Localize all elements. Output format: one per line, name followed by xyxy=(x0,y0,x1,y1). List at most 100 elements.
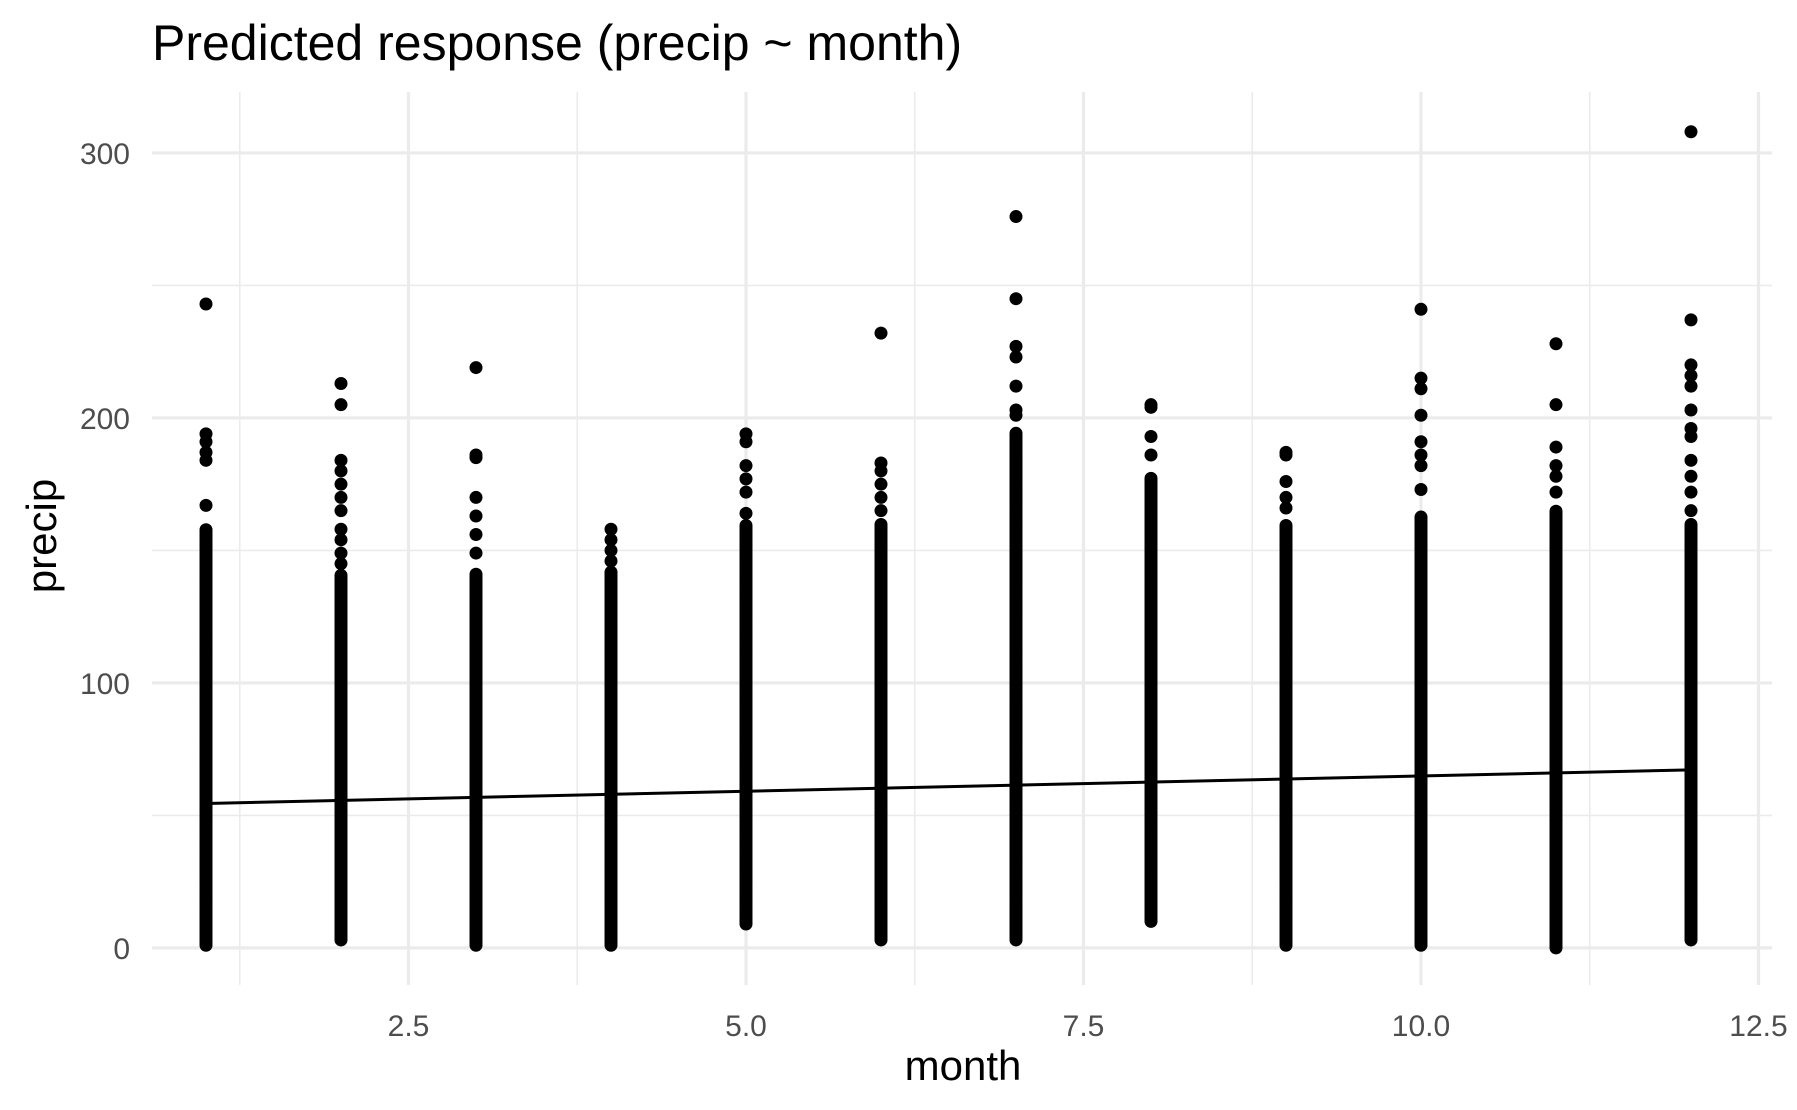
data-point xyxy=(604,522,618,536)
data-point xyxy=(739,485,753,499)
data-point xyxy=(1144,471,1158,485)
data-point xyxy=(1414,459,1428,473)
point-column xyxy=(874,326,888,947)
data-point xyxy=(1009,403,1023,417)
data-point xyxy=(874,456,888,470)
data-point xyxy=(1414,510,1428,524)
data-point xyxy=(1414,371,1428,385)
point-column xyxy=(1414,302,1428,952)
data-point xyxy=(1009,350,1023,364)
data-point xyxy=(1279,445,1293,459)
data-points xyxy=(199,125,1698,955)
data-point xyxy=(1009,292,1023,306)
data-point xyxy=(604,533,618,547)
data-point xyxy=(1144,398,1158,412)
data-point xyxy=(1414,482,1428,496)
y-tick-label: 0 xyxy=(113,933,130,966)
x-tick-label: 7.5 xyxy=(1063,1010,1105,1043)
fit-line-group xyxy=(205,768,1692,805)
data-point xyxy=(334,490,348,504)
point-column xyxy=(1009,210,1023,947)
data-point xyxy=(469,567,483,581)
data-point xyxy=(334,453,348,467)
data-point xyxy=(199,445,213,459)
data-point xyxy=(874,504,888,518)
data-point xyxy=(469,509,483,523)
data-point xyxy=(1684,403,1698,417)
data-point xyxy=(334,376,348,390)
point-column xyxy=(1549,337,1563,955)
data-point xyxy=(1279,475,1293,489)
data-point xyxy=(199,427,213,441)
data-point xyxy=(469,528,483,542)
data-point xyxy=(1684,504,1698,518)
data-point xyxy=(1549,398,1563,412)
point-column xyxy=(1684,125,1698,947)
data-point xyxy=(874,477,888,491)
data-point xyxy=(1009,210,1023,224)
data-point xyxy=(199,297,213,311)
data-point xyxy=(1684,313,1698,327)
y-axis-title: precip xyxy=(18,479,65,593)
data-point xyxy=(199,498,213,512)
data-point xyxy=(1144,448,1158,462)
y-tick-label: 200 xyxy=(80,403,130,436)
data-point xyxy=(1549,485,1563,499)
data-point xyxy=(1684,422,1698,436)
point-column xyxy=(604,522,618,952)
data-point xyxy=(604,543,618,557)
point-column xyxy=(469,361,483,952)
data-point xyxy=(874,490,888,504)
data-point xyxy=(469,361,483,375)
data-point xyxy=(334,557,348,571)
major-gridlines xyxy=(152,92,1772,985)
data-point xyxy=(1549,337,1563,351)
minor-gridlines xyxy=(152,92,1772,985)
data-point xyxy=(1549,440,1563,454)
x-tick-label: 12.5 xyxy=(1729,1010,1787,1043)
data-point xyxy=(604,554,618,568)
x-tick-labels: 2.5 5.0 7.5 10.0 12.5 xyxy=(388,1010,1788,1043)
data-point xyxy=(1279,501,1293,515)
point-column xyxy=(1279,445,1293,952)
data-point xyxy=(1684,485,1698,499)
data-point xyxy=(1414,302,1428,316)
data-point xyxy=(739,506,753,520)
data-point xyxy=(1414,448,1428,462)
point-column xyxy=(199,297,213,952)
data-point xyxy=(874,517,888,531)
data-point xyxy=(1279,490,1293,504)
data-point xyxy=(1414,435,1428,449)
data-point xyxy=(739,519,753,533)
data-point xyxy=(604,565,618,579)
data-point xyxy=(469,490,483,504)
point-column xyxy=(739,427,753,931)
data-point xyxy=(334,464,348,478)
data-point xyxy=(334,546,348,560)
data-point xyxy=(469,448,483,462)
x-tick-label: 2.5 xyxy=(388,1010,430,1043)
data-point xyxy=(1684,125,1698,139)
y-tick-label: 300 xyxy=(80,138,130,171)
data-point xyxy=(1684,469,1698,483)
data-point xyxy=(874,326,888,340)
data-point xyxy=(739,427,753,441)
data-point xyxy=(1549,504,1563,518)
fit-line xyxy=(205,768,1692,805)
data-point xyxy=(334,522,348,536)
data-point xyxy=(469,546,483,560)
data-point xyxy=(739,459,753,473)
data-point xyxy=(1684,369,1698,383)
data-point xyxy=(1549,459,1563,473)
x-tick-label: 10.0 xyxy=(1392,1010,1450,1043)
data-point xyxy=(1684,517,1698,531)
data-point xyxy=(1684,379,1698,393)
data-point xyxy=(739,472,753,486)
data-point xyxy=(1009,379,1023,393)
data-point xyxy=(1279,519,1293,533)
data-point xyxy=(199,523,213,537)
y-tick-label: 100 xyxy=(80,668,130,701)
data-point xyxy=(1414,382,1428,396)
data-point xyxy=(334,504,348,518)
